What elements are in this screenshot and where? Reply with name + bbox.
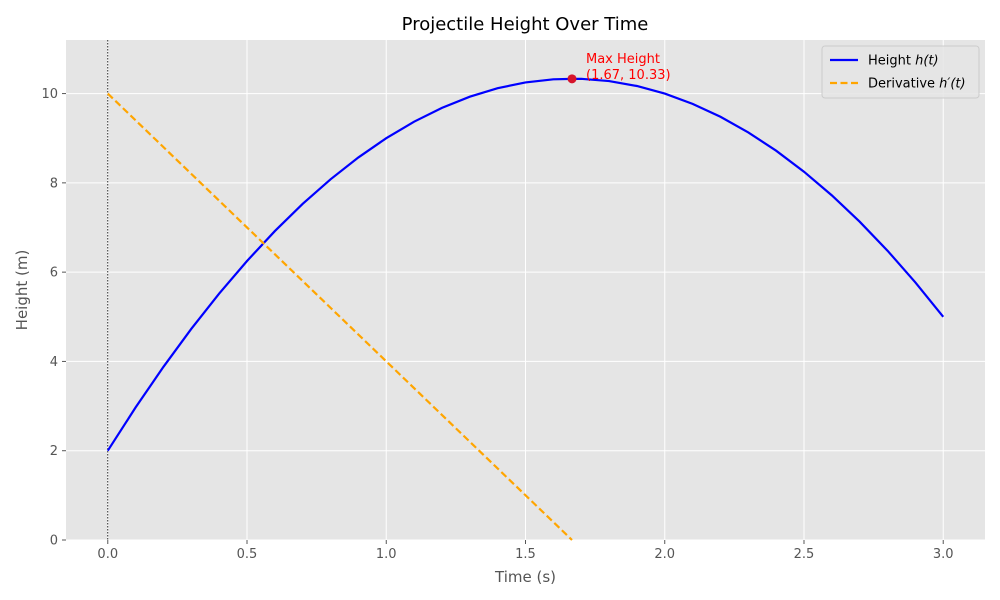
legend-box <box>821 45 980 99</box>
legend: Height h(t) Derivative h′(t) <box>821 45 980 99</box>
y-tick-label: 2 <box>50 444 58 459</box>
y-tick-label: 8 <box>50 176 58 191</box>
x-tick-label: 1.5 <box>515 547 536 562</box>
max-height-point <box>567 74 577 84</box>
y-tick-label: 4 <box>50 355 58 370</box>
x-tick-label: 0.0 <box>97 547 118 562</box>
x-tick-label: 2.5 <box>794 547 815 562</box>
x-tick-label: 1.0 <box>376 547 397 562</box>
max-height-title: Max Height <box>586 52 660 67</box>
legend-derivative-label: Derivative h′(t) <box>868 77 966 92</box>
tick-labels: 0.0 0.5 1.0 1.5 2.0 2.5 3.0 0 2 4 6 8 10 <box>41 87 953 562</box>
x-tick-label: 3.0 <box>933 547 954 562</box>
chart-title: Projectile Height Over Time <box>402 14 649 35</box>
y-tick-label: 6 <box>50 266 58 281</box>
legend-height-label: Height h(t) <box>868 54 939 69</box>
x-tick-label: 2.0 <box>654 547 675 562</box>
max-height-coords: (1.67, 10.33) <box>586 68 671 83</box>
x-tick-label: 0.5 <box>237 547 258 562</box>
series-layer <box>106 40 945 541</box>
y-tick-label: 0 <box>50 534 58 549</box>
max-height-label: Max Height (1.67, 10.33) <box>586 52 671 83</box>
derivative-series-line <box>107 92 573 541</box>
max-height-annotation: Max Height (1.67, 10.33) <box>567 52 671 84</box>
y-axis-label: Height (m) <box>13 250 31 331</box>
y-tick-label: 10 <box>41 87 58 102</box>
height-series-line <box>106 77 945 452</box>
grid <box>66 40 985 541</box>
x-axis-label: Time (s) <box>494 568 556 586</box>
